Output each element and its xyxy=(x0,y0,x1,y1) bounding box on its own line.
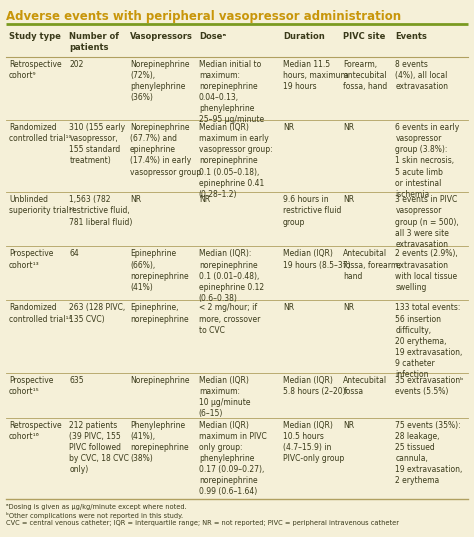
Text: Vasopressors: Vasopressors xyxy=(130,32,193,41)
Text: Prospective
cohort¹⁵: Prospective cohort¹⁵ xyxy=(9,376,54,396)
Text: PIVC site: PIVC site xyxy=(343,32,386,41)
Text: 1,563 (782
restrictive fluid,
781 liberal fluid): 1,563 (782 restrictive fluid, 781 libera… xyxy=(70,195,133,227)
Text: Antecubital
fossa, forearm,
hand: Antecubital fossa, forearm, hand xyxy=(343,249,401,281)
Text: Epinephrine
(66%),
norepinephrine
(41%): Epinephrine (66%), norepinephrine (41%) xyxy=(130,249,189,292)
Text: CVC = central venous catheter; IQR = interquartile range; NR = not reported; PIV: CVC = central venous catheter; IQR = int… xyxy=(6,520,399,526)
Text: NR: NR xyxy=(283,123,294,132)
Text: NR: NR xyxy=(199,195,210,205)
Text: Norepinephrine: Norepinephrine xyxy=(130,376,190,384)
Text: 3 events in PIVC
vasopressor
group (n = 500),
all 3 were site
extravasation: 3 events in PIVC vasopressor group (n = … xyxy=(395,195,459,249)
Text: Phenylephrine
(41%),
norepinephrine
(38%): Phenylephrine (41%), norepinephrine (38%… xyxy=(130,420,189,463)
Text: Median (IQR):
norepinephrine
0.1 (0.01–0.48),
epinephrine 0.12
(0.6–0.38): Median (IQR): norepinephrine 0.1 (0.01–0… xyxy=(199,249,264,303)
Text: Norepinephrine
(72%),
phenylephrine
(36%): Norepinephrine (72%), phenylephrine (36%… xyxy=(130,60,190,103)
Text: 9.6 hours in
restrictive fluid
group: 9.6 hours in restrictive fluid group xyxy=(283,195,341,227)
Text: 8 events
(4%), all local
extravasation: 8 events (4%), all local extravasation xyxy=(395,60,448,91)
Text: Retrospective
cohort¹⁶: Retrospective cohort¹⁶ xyxy=(9,420,62,441)
Text: Median (IQR)
5.8 hours (2–20): Median (IQR) 5.8 hours (2–20) xyxy=(283,376,346,396)
Text: NR: NR xyxy=(343,195,355,205)
Text: 64: 64 xyxy=(70,249,79,258)
Text: 212 patients
(39 PIVC, 155
PIVC followed
by CVC, 18 CVC
only): 212 patients (39 PIVC, 155 PIVC followed… xyxy=(70,420,129,474)
Text: Randomized
controlled trial¹⁰: Randomized controlled trial¹⁰ xyxy=(9,123,72,143)
Text: 635: 635 xyxy=(70,376,84,384)
Text: Duration: Duration xyxy=(283,32,325,41)
Text: Adverse events with peripheral vasopressor administration: Adverse events with peripheral vasopress… xyxy=(6,10,401,23)
Text: NR: NR xyxy=(343,303,355,313)
Text: NR: NR xyxy=(343,420,355,430)
Text: Randomized
controlled trial¹⁴: Randomized controlled trial¹⁴ xyxy=(9,303,72,324)
Text: Retrospective
cohort⁹: Retrospective cohort⁹ xyxy=(9,60,62,80)
Text: Median 11.5
hours, maximum
19 hours: Median 11.5 hours, maximum 19 hours xyxy=(283,60,348,91)
Text: Epinephrine,
norepinephrine: Epinephrine, norepinephrine xyxy=(130,303,189,324)
Text: Median (IQR)
maximum in PIVC
only group:
phenylephrine
0.17 (0.09–0.27),
norepin: Median (IQR) maximum in PIVC only group:… xyxy=(199,420,266,496)
Text: Forearm,
antecubital
fossa, hand: Forearm, antecubital fossa, hand xyxy=(343,60,388,91)
Text: NR: NR xyxy=(283,303,294,313)
Text: 75 events (35%):
28 leakage,
25 tissued
cannula,
19 extravasation,
2 erythema: 75 events (35%): 28 leakage, 25 tissued … xyxy=(395,420,463,485)
Text: Median (IQR)
10.5 hours
(4.7–15.9) in
PIVC-only group: Median (IQR) 10.5 hours (4.7–15.9) in PI… xyxy=(283,420,344,463)
Text: Median (IQR)
maximum:
10 µg/minute
(6–15): Median (IQR) maximum: 10 µg/minute (6–15… xyxy=(199,376,250,418)
Text: Antecubital
fossa: Antecubital fossa xyxy=(343,376,387,396)
Text: ᵃDosing is given as µg/kg/minute except where noted.: ᵃDosing is given as µg/kg/minute except … xyxy=(6,504,187,510)
Text: Study type: Study type xyxy=(9,32,61,41)
Text: 202: 202 xyxy=(70,60,84,69)
Text: Median (IQR)
19 hours (8.5–37): Median (IQR) 19 hours (8.5–37) xyxy=(283,249,350,270)
Text: Median (IQR)
maximum in early
vasopressor group:
norepinephrine
0.1 (0.05–0.18),: Median (IQR) maximum in early vasopresso… xyxy=(199,123,273,199)
Text: 133 total events:
56 insertion
difficulty,
20 erythema,
19 extravasation,
9 cath: 133 total events: 56 insertion difficult… xyxy=(395,303,463,379)
Text: Events: Events xyxy=(395,32,427,41)
Text: NR: NR xyxy=(343,123,355,132)
Text: < 2 mg/hour; if
more, crossover
to CVC: < 2 mg/hour; if more, crossover to CVC xyxy=(199,303,260,335)
Text: Prospective
cohort¹³: Prospective cohort¹³ xyxy=(9,249,54,270)
Text: Doseᵃ: Doseᵃ xyxy=(199,32,226,41)
Text: 2 events (2.9%),
extravasation
with local tissue
swelling: 2 events (2.9%), extravasation with loca… xyxy=(395,249,458,292)
Text: 263 (128 PIVC,
135 CVC): 263 (128 PIVC, 135 CVC) xyxy=(70,303,126,324)
Text: Norepinephrine
(67.7%) and
epinephrine
(17.4%) in early
vasopressor group: Norepinephrine (67.7%) and epinephrine (… xyxy=(130,123,201,177)
Text: Median initial to
maximum:
norepinephrine
0.04–0.13,
phenylephrine
25–95 µg/minu: Median initial to maximum: norepinephrin… xyxy=(199,60,264,125)
Text: 310 (155 early
vasopressor,
155 standard
treatment): 310 (155 early vasopressor, 155 standard… xyxy=(70,123,126,165)
Text: ᵇOther complications were not reported in this study.: ᵇOther complications were not reported i… xyxy=(6,512,183,519)
Text: Number of
patients: Number of patients xyxy=(70,32,119,52)
Text: 35 extravasationᵇ
events (5.5%): 35 extravasationᵇ events (5.5%) xyxy=(395,376,464,396)
Text: Unblinded
superiority trial¹¹: Unblinded superiority trial¹¹ xyxy=(9,195,74,215)
Text: NR: NR xyxy=(130,195,141,205)
Text: 6 events in early
vasopressor
group (3.8%):
1 skin necrosis,
5 acute limb
or int: 6 events in early vasopressor group (3.8… xyxy=(395,123,460,199)
